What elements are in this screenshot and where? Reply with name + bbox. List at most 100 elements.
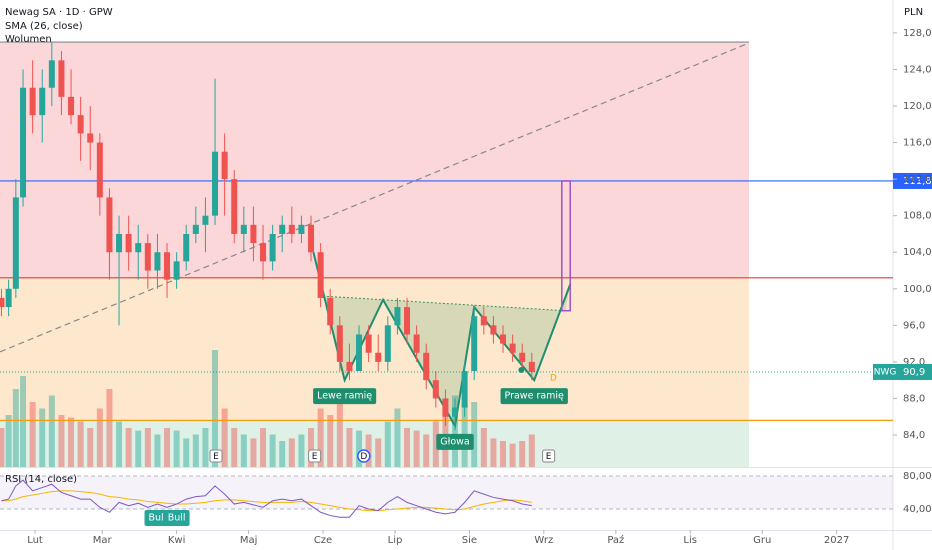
- candle-body: [48, 60, 55, 88]
- candle-body: [12, 197, 19, 289]
- y-tick-label: 112,0: [903, 174, 932, 185]
- candle-body: [442, 398, 449, 417]
- volume-bar: [48, 395, 55, 467]
- y-tick-label: 92,0: [903, 357, 925, 368]
- volume-bar: [240, 434, 247, 467]
- currency: PLN: [904, 7, 923, 18]
- volume-bar: [308, 428, 315, 467]
- event-label: E: [213, 452, 219, 462]
- volume-bar: [336, 402, 343, 467]
- price-axis-bg: [893, 0, 932, 550]
- candle-body: [384, 325, 391, 362]
- volume-bar: [116, 421, 123, 467]
- candle-body: [375, 352, 382, 362]
- event-marker: [357, 449, 371, 463]
- volume-bar: [356, 430, 363, 467]
- rsi-ma: [1, 490, 532, 512]
- candle-body: [192, 224, 199, 234]
- volume-bar: [39, 408, 46, 467]
- pattern-label-bg: [436, 433, 474, 450]
- volume-bar: [5, 415, 12, 467]
- pattern-label-bg: [500, 388, 568, 405]
- x-tick-label: Lis: [683, 535, 697, 546]
- chart-title: Newag SA · 1D · GPW: [5, 7, 113, 18]
- volume-bar: [96, 408, 103, 467]
- x-tick-label: Mar: [93, 535, 113, 546]
- candle-body: [423, 352, 430, 381]
- candle-body: [87, 133, 94, 143]
- volume-bar: [183, 438, 190, 467]
- volume-bar: [250, 438, 257, 467]
- rsi-band: [0, 475, 893, 509]
- level-label: 111,8: [903, 176, 932, 187]
- candle-body: [260, 243, 267, 262]
- volume-bar: [365, 434, 372, 467]
- candle-body: [480, 316, 487, 326]
- x-tick-label: Kwi: [168, 535, 186, 546]
- y-tick-label: 88,0: [903, 393, 925, 404]
- x-tick-label: Maj: [240, 535, 258, 546]
- y-tick-label: 128,0: [903, 28, 932, 39]
- rsi-signal: Bull: [168, 513, 186, 524]
- candle-body: [432, 380, 439, 399]
- candle-body: [298, 224, 305, 234]
- volume-bar: [260, 428, 267, 467]
- volume-bar: [231, 428, 238, 467]
- pattern-fill: [313, 252, 571, 426]
- candle-body: [490, 325, 497, 335]
- candle-body: [327, 297, 334, 326]
- candle-body: [144, 243, 151, 271]
- volume-bar: [77, 421, 84, 467]
- x-tick-label: Gru: [753, 535, 771, 546]
- x-tick-label: 2027: [824, 535, 849, 546]
- volume-bar: [346, 428, 353, 467]
- candle-body: [77, 115, 84, 134]
- trendline: [0, 42, 750, 353]
- layer: 111,8 84,0 88,0 92,0 96,0 100,0 104,0 108,0 112,…: [0, 28, 932, 546]
- candle-body: [519, 352, 526, 362]
- y-tick-label: 120,0: [903, 101, 932, 112]
- rsi-tick-label: 40,00: [903, 504, 932, 515]
- candle-body: [173, 261, 180, 280]
- rsi-tick-label: 80,00: [903, 471, 932, 482]
- level-tag: [893, 172, 932, 189]
- candle-body: [413, 334, 420, 353]
- pattern-label: Głowa: [440, 436, 469, 447]
- volume-bar: [375, 438, 382, 467]
- event-marker: [308, 449, 322, 463]
- candle-body: [356, 334, 363, 372]
- volume-bar: [432, 421, 439, 467]
- candle-body: [288, 224, 295, 234]
- volume-bar: [164, 428, 171, 467]
- candle-body: [461, 371, 468, 408]
- volume-bar: [125, 428, 132, 467]
- candle-body: [365, 334, 372, 353]
- candle-body: [240, 224, 247, 234]
- candle-body: [308, 224, 315, 253]
- last-price-bg: [897, 363, 932, 380]
- volume-bar: [106, 389, 113, 467]
- volume-bar: [394, 408, 401, 467]
- candle-body: [106, 197, 113, 253]
- volume-bar: [404, 428, 411, 467]
- volume-bar: [212, 350, 219, 467]
- x-tick-label: Cze: [314, 535, 332, 546]
- candle-body: [394, 307, 401, 326]
- volume-bar: [269, 434, 276, 467]
- candle-body: [96, 142, 103, 198]
- volume-bar: [154, 434, 161, 467]
- volume-bar: [480, 428, 487, 467]
- volume-bar: [288, 438, 295, 467]
- last-name: NWG: [874, 367, 897, 377]
- event-label: E: [546, 452, 552, 462]
- candle-body: [164, 252, 171, 280]
- volume-bar: [202, 428, 209, 467]
- volume-bar: [20, 376, 27, 467]
- candle-body: [336, 325, 343, 362]
- volume-bar: [298, 434, 305, 467]
- candle-body: [20, 87, 27, 198]
- volume-bar: [500, 441, 507, 467]
- candle-body: [500, 334, 507, 344]
- volume-bar: [384, 421, 391, 467]
